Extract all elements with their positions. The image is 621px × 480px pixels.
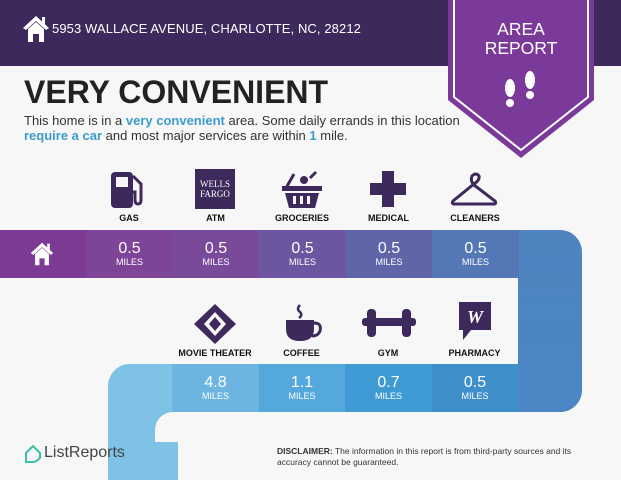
distance-unit: MILES bbox=[461, 391, 489, 401]
badge-line1: AREA bbox=[497, 19, 545, 39]
area-report-badge bbox=[448, 0, 594, 158]
distance-unit: MILES bbox=[288, 391, 316, 401]
disclaimer-text: The information in this report is from t… bbox=[277, 446, 572, 467]
coffee-cup-icon bbox=[286, 304, 322, 341]
walgreens-icon: W bbox=[459, 302, 491, 340]
category-label: GAS bbox=[119, 213, 139, 223]
distance-value: 0.5 bbox=[204, 240, 228, 257]
desc-text: area. Some daily errands in this locatio… bbox=[224, 113, 460, 128]
svg-text:FARGO: FARGO bbox=[200, 189, 230, 199]
desc-text: mile. bbox=[316, 128, 348, 143]
distance-value: 0.5 bbox=[464, 240, 487, 257]
grocery-basket-icon bbox=[282, 170, 322, 208]
category-label: MOVIE THEATER bbox=[178, 348, 252, 358]
dumbbell-icon bbox=[362, 309, 416, 337]
hanger-icon bbox=[450, 172, 498, 206]
desc-highlight: require a car bbox=[24, 128, 103, 143]
category-label: PHARMACY bbox=[448, 348, 501, 358]
distance-cell-groceries: 0.5 MILES bbox=[259, 230, 346, 278]
route-inner-corner bbox=[155, 412, 185, 442]
distance-cell-gas: 0.5 MILES bbox=[86, 230, 173, 278]
desc-text: This home is in a bbox=[24, 113, 126, 128]
address: 5953 WALLACE AVENUE, CHARLOTTE, NC, 2821… bbox=[52, 21, 361, 36]
badge-title: AREA REPORT bbox=[448, 20, 594, 58]
disclaimer-label: DISCLAIMER: bbox=[277, 446, 333, 456]
category-label: CLEANERS bbox=[450, 213, 500, 223]
distance-unit: MILES bbox=[201, 391, 229, 401]
category-label: ATM bbox=[206, 213, 225, 223]
listreports-logo-icon bbox=[25, 444, 41, 463]
brand-logo: ListReports bbox=[44, 444, 125, 461]
distance-value: 0.5 bbox=[377, 240, 401, 257]
desc-highlight: very convenient bbox=[125, 113, 225, 128]
badge-line2: REPORT bbox=[484, 38, 558, 58]
ticket-icon bbox=[194, 304, 236, 344]
distance-unit: MILES bbox=[202, 257, 230, 267]
category-label: GYM bbox=[377, 348, 399, 358]
home-icon bbox=[30, 242, 54, 266]
distance-value: 0.5 bbox=[118, 240, 141, 257]
distance-unit: MILES bbox=[288, 257, 316, 267]
distance-value: 0.7 bbox=[377, 374, 400, 391]
svg-text:WELLS: WELLS bbox=[200, 179, 230, 189]
distance-unit: MILES bbox=[115, 257, 143, 267]
medical-cross-icon bbox=[370, 171, 406, 207]
svg-text:W: W bbox=[467, 307, 485, 327]
distance-cell-cleaners: 0.5 MILES bbox=[432, 230, 519, 278]
distance-unit: MILES bbox=[375, 257, 403, 267]
category-label: MEDICAL bbox=[368, 213, 409, 223]
category-label: GROCERIES bbox=[274, 213, 329, 223]
distance-cell-coffee: 1.1 MILES bbox=[258, 364, 346, 412]
route-segment bbox=[518, 364, 582, 412]
distance-unit: MILES bbox=[374, 391, 402, 401]
distance-value: 0.5 bbox=[463, 374, 487, 391]
desc-text: and most major services are within bbox=[102, 128, 310, 143]
description: This home is in a very convenient area. … bbox=[24, 113, 464, 143]
distance-value: 1.1 bbox=[290, 374, 314, 391]
desc-highlight: 1 bbox=[309, 128, 317, 143]
page-title: VERY CONVENIENT bbox=[24, 74, 329, 110]
distance-value: 4.8 bbox=[204, 374, 227, 391]
home-icon bbox=[23, 16, 49, 42]
distance-unit: MILES bbox=[461, 257, 489, 267]
distance-cell-medical: 0.5 MILES bbox=[345, 230, 433, 278]
distance-cell-movie-theater: 4.8 MILES bbox=[172, 364, 259, 412]
distance-cell-atm: 0.5 MILES bbox=[172, 230, 260, 278]
category-label: COFFEE bbox=[283, 348, 320, 358]
disclaimer: DISCLAIMER: The information in this repo… bbox=[277, 446, 602, 468]
gas-pump-icon bbox=[111, 172, 143, 208]
distance-cell-pharmacy: 0.5 MILES bbox=[431, 364, 519, 412]
distance-cell-gym: 0.7 MILES bbox=[345, 364, 432, 412]
route-inner-gap bbox=[500, 278, 518, 364]
distance-value: 0.5 bbox=[291, 240, 314, 257]
